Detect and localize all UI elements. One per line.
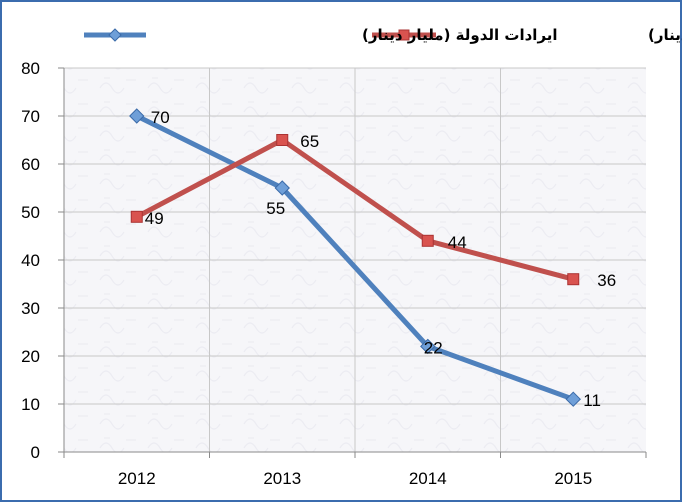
series-line-0 — [135, 113, 575, 402]
series-marker-0 — [565, 391, 581, 407]
y-tick-label: 20 — [21, 347, 40, 366]
data-label-1: 49 — [145, 209, 164, 228]
data-labels: 70 55 22 11 49 65 44 36 — [145, 108, 616, 410]
axes: 0 10 20 30 40 50 60 70 80 2012 2013 2014 2015 — [21, 59, 647, 488]
y-tick-label: 10 — [21, 395, 40, 414]
legend-item-expenditure: اجمالي الانفاق (مليار دينار) — [372, 26, 682, 44]
legend: اجمالي الانفاق (مليار دينار) ايرادات الد… — [84, 26, 682, 44]
y-tick-label: 40 — [21, 251, 40, 270]
data-label-1: 36 — [597, 271, 616, 290]
data-label-1: 65 — [300, 132, 319, 151]
series-marker-1 — [421, 234, 434, 247]
legend-item-revenue: ايرادات الدولة (مليار دينار) — [84, 26, 558, 44]
y-tick-label: 70 — [21, 107, 40, 126]
gridlines — [64, 67, 646, 453]
data-label-0: 11 — [583, 391, 601, 410]
x-tick-label: 2012 — [118, 469, 156, 488]
y-tick-label: 30 — [21, 299, 40, 318]
series-marker-0 — [420, 338, 436, 355]
y-tick-label: 60 — [21, 155, 40, 174]
x-tick-label: 2014 — [409, 469, 447, 488]
series-lines — [129, 108, 581, 407]
series-marker-1 — [130, 210, 143, 223]
data-label-0: 55 — [266, 199, 285, 218]
x-tick-label: 2013 — [263, 469, 301, 488]
legend-label-revenue: ايرادات الدولة (مليار دينار) — [362, 26, 558, 44]
legend-label-expenditure: اجمالي الانفاق (مليار دينار) — [648, 26, 682, 44]
y-tick-label: 50 — [21, 203, 40, 222]
series-marker-1 — [276, 134, 289, 146]
series-marker-1 — [567, 273, 580, 286]
series-marker-0 — [274, 180, 290, 196]
y-tick-label: 0 — [31, 443, 40, 462]
data-label-1: 44 — [448, 233, 467, 252]
x-tick-label: 2015 — [554, 469, 592, 488]
data-label-0: 70 — [151, 108, 170, 127]
y-tick-label: 80 — [21, 59, 40, 78]
series-marker-0 — [129, 108, 145, 124]
series-line-1 — [135, 137, 574, 282]
data-label-0: 22 — [424, 338, 443, 357]
